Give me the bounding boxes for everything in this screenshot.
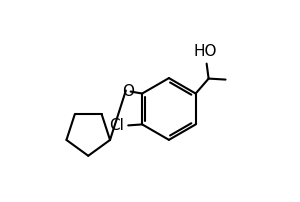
Text: HO: HO [194,44,218,59]
Text: O: O [122,84,134,99]
Text: Cl: Cl [109,118,124,133]
